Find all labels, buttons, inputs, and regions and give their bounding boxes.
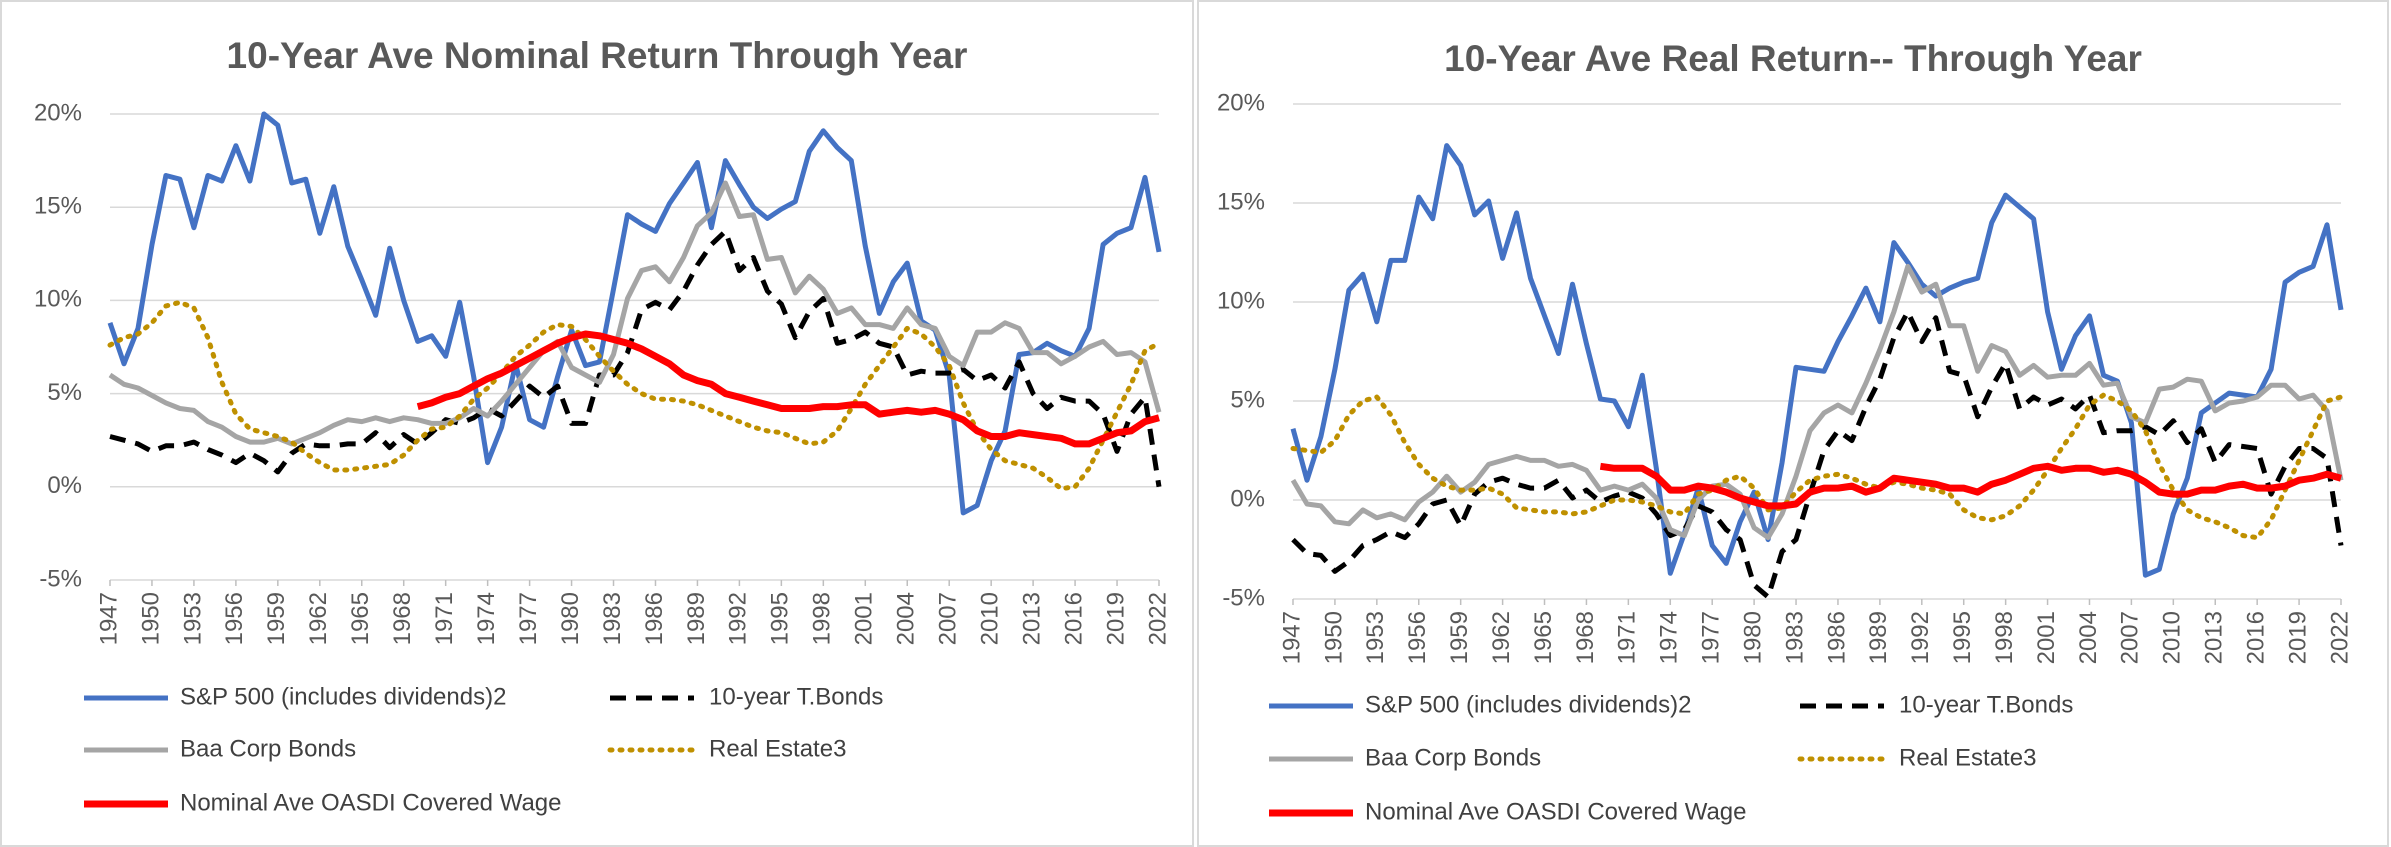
x-tick-label: 2007 xyxy=(935,592,962,645)
y-tick-label: 10% xyxy=(1217,287,1265,314)
x-tick-label: 2019 xyxy=(1102,592,1129,645)
x-tick-label: 1983 xyxy=(1781,611,1808,664)
legend-label: Baa Corp Bonds xyxy=(180,735,356,762)
legend-label: S&P 500 (includes dividends)2 xyxy=(1365,691,1691,718)
x-tick-label: 1989 xyxy=(683,592,710,645)
x-tick-label: 1974 xyxy=(473,592,500,645)
y-tick-label: 5% xyxy=(47,379,82,406)
x-tick-label: 1950 xyxy=(1320,611,1347,664)
x-tick-label: 1989 xyxy=(1865,611,1892,664)
x-tick-label: 1965 xyxy=(1530,611,1557,664)
legend-label: 10-year T.Bonds xyxy=(1899,691,2073,718)
y-tick-label: 15% xyxy=(34,193,82,220)
x-tick-label: 2016 xyxy=(1060,592,1087,645)
chart: 10-Year Ave Nominal Return Through Year -… xyxy=(34,35,1171,817)
x-tick-label: 1947 xyxy=(95,592,122,645)
y-tick-label: 20% xyxy=(1217,89,1265,116)
x-tick-label: 1995 xyxy=(767,592,794,645)
legend-label: Baa Corp Bonds xyxy=(1365,744,1541,771)
y-tick-label: 0% xyxy=(47,472,82,499)
x-tick-label: 2010 xyxy=(2159,611,2186,664)
y-tick-label: 5% xyxy=(1230,386,1265,413)
series-line xyxy=(107,299,1162,492)
series-line xyxy=(1290,143,2344,578)
x-tick-label: 1980 xyxy=(557,592,584,645)
x-tick-label: 1974 xyxy=(1656,611,1683,664)
x-tick-label: 2019 xyxy=(2284,611,2311,664)
y-tick-label: 20% xyxy=(34,99,82,126)
x-tick-label: 1983 xyxy=(599,592,626,645)
x-tick-label: 1959 xyxy=(263,592,290,645)
x-tick-label: 2022 xyxy=(2326,611,2353,664)
x-tick-label: 1956 xyxy=(221,592,248,645)
x-tick-label: 2004 xyxy=(893,592,920,645)
x-tick-label: 1992 xyxy=(725,592,752,645)
y-tick-label: -5% xyxy=(1222,584,1265,611)
series-line xyxy=(109,228,1162,488)
x-tick-label: 2022 xyxy=(1144,592,1171,645)
chart-title: 10-Year Ave Nominal Return Through Year xyxy=(227,35,968,76)
x-tick-label: 1947 xyxy=(1278,611,1305,664)
x-tick-label: 1971 xyxy=(1614,611,1641,664)
y-tick-label: -5% xyxy=(39,565,82,592)
x-tick-label: 1977 xyxy=(515,592,542,645)
x-tick-label: 2007 xyxy=(2117,611,2144,664)
x-tick-label: 2016 xyxy=(2243,611,2270,664)
x-tick-label: 2013 xyxy=(1018,592,1045,645)
legend-label: Real Estate3 xyxy=(1899,744,2036,771)
x-tick-label: 1953 xyxy=(1362,611,1389,664)
legend-label: Real Estate3 xyxy=(709,735,846,762)
x-tick-label: 1992 xyxy=(1907,611,1934,664)
legend-label: S&P 500 (includes dividends)2 xyxy=(180,683,506,710)
x-tick-label: 1953 xyxy=(179,592,206,645)
x-tick-label: 1971 xyxy=(431,592,458,645)
x-tick-label: 2010 xyxy=(977,592,1004,645)
y-tick-label: 15% xyxy=(1217,188,1265,215)
series-line xyxy=(1290,392,2344,541)
legend-label: 10-year T.Bonds xyxy=(709,683,883,710)
x-tick-label: 1998 xyxy=(809,592,836,645)
y-tick-label: 10% xyxy=(34,286,82,313)
x-tick-label: 1980 xyxy=(1739,611,1766,664)
x-tick-label: 1962 xyxy=(1488,611,1515,664)
x-tick-label: 2001 xyxy=(2033,611,2060,664)
x-tick-label: 1977 xyxy=(1698,611,1725,664)
x-tick-label: 1965 xyxy=(347,592,374,645)
x-tick-label: 1956 xyxy=(1404,611,1431,664)
x-tick-label: 2013 xyxy=(2201,611,2228,664)
x-tick-label: 1986 xyxy=(641,592,668,645)
x-tick-label: 1986 xyxy=(1823,611,1850,664)
chart: 10-Year Ave Real Return-- Through Year -5… xyxy=(1217,38,2353,826)
y-tick-label: 0% xyxy=(1230,485,1265,512)
panel-frame xyxy=(1197,0,2389,847)
panel-frame xyxy=(0,0,1194,847)
x-tick-label: 1968 xyxy=(389,592,416,645)
x-tick-label: 1950 xyxy=(137,592,164,645)
series-line xyxy=(1291,309,2344,600)
series-line xyxy=(1290,263,2344,541)
x-tick-label: 1962 xyxy=(305,592,332,645)
series-line xyxy=(107,111,1162,516)
x-tick-label: 1968 xyxy=(1572,611,1599,664)
chart-title: 10-Year Ave Real Return-- Through Year xyxy=(1444,38,2142,79)
legend-label: Nominal Ave OASDI Covered Wage xyxy=(1365,798,1747,825)
x-tick-label: 1998 xyxy=(1991,611,2018,664)
x-tick-label: 1995 xyxy=(1949,611,1976,664)
legend-label: Nominal Ave OASDI Covered Wage xyxy=(180,789,562,816)
x-tick-label: 1959 xyxy=(1446,611,1473,664)
series-line xyxy=(1599,462,2342,510)
series-line xyxy=(416,330,1160,448)
x-tick-label: 2004 xyxy=(2075,611,2102,664)
x-tick-label: 2001 xyxy=(851,592,878,645)
